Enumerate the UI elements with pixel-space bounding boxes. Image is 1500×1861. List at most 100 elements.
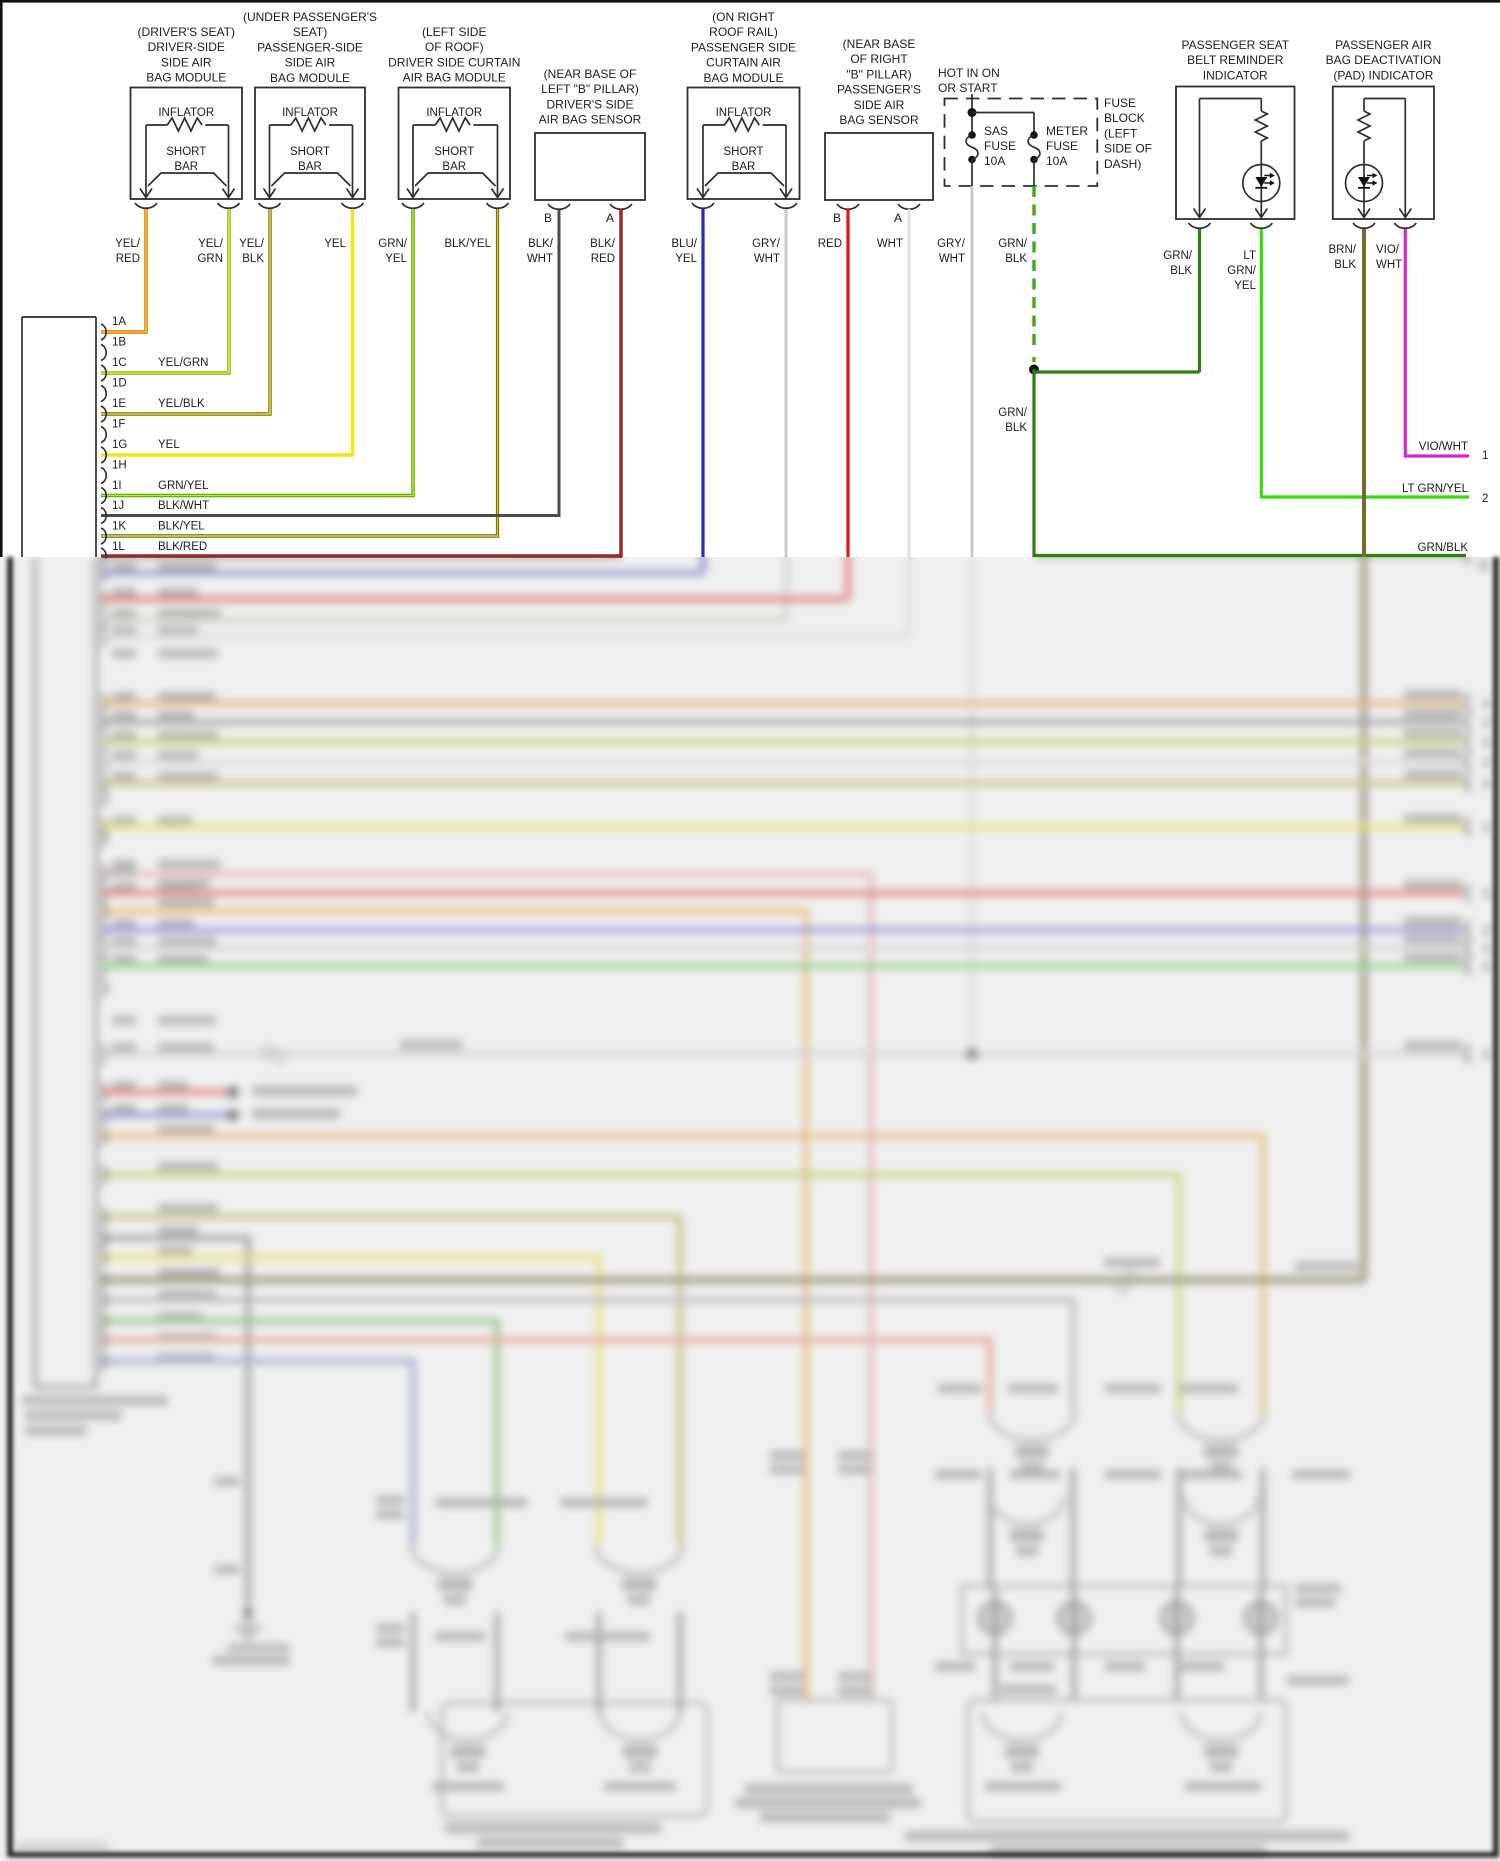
svg-text:FUSE: FUSE [1104, 96, 1136, 110]
svg-text:1K: 1K [112, 521, 126, 533]
svg-text:BAR: BAR [174, 161, 198, 173]
svg-text:PASSENGER-SIDE: PASSENGER-SIDE [257, 40, 363, 54]
svg-text:1: 1 [1482, 450, 1488, 462]
svg-text:SHORT: SHORT [723, 146, 763, 158]
svg-text:(NEAR BASE: (NEAR BASE [843, 37, 916, 51]
svg-text:BLK: BLK [1170, 265, 1192, 277]
svg-text:RED: RED [591, 253, 615, 265]
svg-text:1I: 1I [112, 480, 122, 492]
svg-text:PASSENGER AIR: PASSENGER AIR [1335, 38, 1432, 52]
svg-text:GRN/: GRN/ [998, 407, 1028, 419]
svg-text:INFLATOR: INFLATOR [282, 107, 338, 119]
svg-text:BLK/: BLK/ [528, 238, 554, 250]
svg-text:B: B [544, 211, 552, 225]
svg-text:FUSE: FUSE [1046, 139, 1078, 153]
svg-text:BLK/YEL: BLK/YEL [158, 521, 205, 533]
svg-text:BLK/: BLK/ [590, 238, 616, 250]
svg-text:SHORT: SHORT [290, 146, 330, 158]
svg-text:A: A [894, 211, 902, 225]
svg-text:YEL: YEL [158, 439, 180, 451]
svg-text:1J: 1J [112, 500, 124, 512]
svg-text:BRN/: BRN/ [1329, 244, 1357, 256]
svg-text:BAG MODULE: BAG MODULE [270, 71, 350, 85]
svg-text:LT: LT [1243, 250, 1256, 262]
svg-text:BLOCK: BLOCK [1104, 111, 1145, 125]
svg-text:GRN: GRN [197, 253, 223, 265]
svg-text:BLK: BLK [1334, 259, 1356, 271]
svg-text:10A: 10A [1046, 154, 1067, 168]
svg-text:1E: 1E [112, 398, 126, 410]
svg-text:YEL/GRN: YEL/GRN [158, 357, 209, 369]
svg-text:BLK/WHT: BLK/WHT [158, 500, 209, 512]
svg-text:INDICATOR: INDICATOR [1203, 68, 1268, 82]
svg-text:WHT: WHT [1376, 259, 1402, 271]
svg-text:YEL: YEL [675, 253, 697, 265]
svg-text:BLK: BLK [1005, 253, 1027, 265]
svg-text:INFLATOR: INFLATOR [158, 107, 214, 119]
svg-text:SIDE AIR: SIDE AIR [854, 98, 905, 112]
svg-text:WHT: WHT [754, 253, 780, 265]
svg-text:AIR BAG SENSOR: AIR BAG SENSOR [539, 113, 642, 127]
svg-text:VIO/WHT: VIO/WHT [1419, 441, 1468, 453]
svg-text:1A: 1A [112, 316, 126, 328]
svg-text:2: 2 [1482, 493, 1488, 505]
svg-text:YEL/BLK: YEL/BLK [158, 398, 205, 410]
svg-text:1B: 1B [112, 337, 126, 349]
svg-text:BAR: BAR [298, 161, 322, 173]
svg-text:B: B [833, 211, 841, 225]
svg-text:1F: 1F [112, 419, 125, 431]
svg-text:YEL: YEL [324, 238, 346, 250]
svg-text:SIDE AIR: SIDE AIR [161, 55, 212, 69]
svg-text:1L: 1L [112, 541, 125, 553]
svg-text:A: A [606, 211, 614, 225]
svg-text:YEL/: YEL/ [239, 238, 265, 250]
svg-text:CURTAIN AIR: CURTAIN AIR [706, 56, 781, 70]
svg-text:BAG MODULE: BAG MODULE [703, 71, 783, 85]
svg-text:WHT: WHT [877, 238, 903, 250]
svg-text:YEL: YEL [385, 253, 407, 265]
svg-text:BLU/: BLU/ [671, 238, 697, 250]
svg-text:GRN/: GRN/ [1163, 250, 1193, 262]
svg-text:10A: 10A [984, 154, 1005, 168]
svg-text:YEL/: YEL/ [115, 238, 141, 250]
svg-text:DRIVER SIDE CURTAIN: DRIVER SIDE CURTAIN [388, 55, 520, 69]
svg-text:VIO/: VIO/ [1376, 244, 1400, 256]
svg-text:AIR BAG MODULE: AIR BAG MODULE [403, 71, 506, 85]
svg-text:OF RIGHT: OF RIGHT [850, 52, 908, 66]
svg-text:BELT REMINDER: BELT REMINDER [1187, 53, 1284, 67]
svg-text:1H: 1H [112, 460, 127, 472]
svg-text:GRN/YEL: GRN/YEL [158, 480, 209, 492]
svg-text:OR START: OR START [938, 81, 998, 95]
svg-text:PASSENGER SEAT: PASSENGER SEAT [1181, 38, 1289, 52]
svg-text:GRN/: GRN/ [378, 238, 408, 250]
svg-text:(LEFT SIDE: (LEFT SIDE [422, 25, 486, 39]
svg-text:(UNDER PASSENGER'S: (UNDER PASSENGER'S [243, 10, 377, 24]
svg-text:BLK/YEL: BLK/YEL [444, 238, 491, 250]
svg-text:INFLATOR: INFLATOR [716, 107, 772, 119]
svg-text:INFLATOR: INFLATOR [426, 107, 482, 119]
svg-text:ROOF RAIL): ROOF RAIL) [709, 25, 778, 39]
svg-text:LT GRN/YEL: LT GRN/YEL [1402, 483, 1469, 495]
svg-text:GRN/: GRN/ [1227, 265, 1257, 277]
svg-text:DRIVER'S SIDE: DRIVER'S SIDE [547, 97, 634, 111]
svg-text:WHT: WHT [527, 253, 553, 265]
svg-text:SHORT: SHORT [166, 146, 206, 158]
svg-text:SEAT): SEAT) [293, 25, 327, 39]
svg-text:BLK: BLK [242, 253, 264, 265]
svg-text:(ON RIGHT: (ON RIGHT [712, 10, 775, 24]
svg-text:YEL: YEL [1234, 280, 1256, 292]
svg-text:LEFT "B" PILLAR): LEFT "B" PILLAR) [541, 82, 639, 96]
svg-text:SIDE OF: SIDE OF [1104, 142, 1152, 156]
svg-text:(LEFT: (LEFT [1104, 126, 1138, 140]
svg-text:GRN/BLK: GRN/BLK [1418, 542, 1469, 554]
svg-text:BAG DEACTIVATION: BAG DEACTIVATION [1326, 53, 1442, 67]
svg-text:SHORT: SHORT [434, 146, 474, 158]
svg-text:BAG MODULE: BAG MODULE [146, 71, 226, 85]
svg-text:1D: 1D [112, 378, 127, 390]
svg-text:DASH): DASH) [1104, 157, 1141, 171]
svg-text:METER: METER [1046, 124, 1088, 138]
svg-text:BAG SENSOR: BAG SENSOR [839, 113, 919, 127]
svg-text:PASSENGER'S: PASSENGER'S [837, 83, 921, 97]
svg-text:BAR: BAR [732, 161, 756, 173]
svg-text:1C: 1C [112, 357, 127, 369]
